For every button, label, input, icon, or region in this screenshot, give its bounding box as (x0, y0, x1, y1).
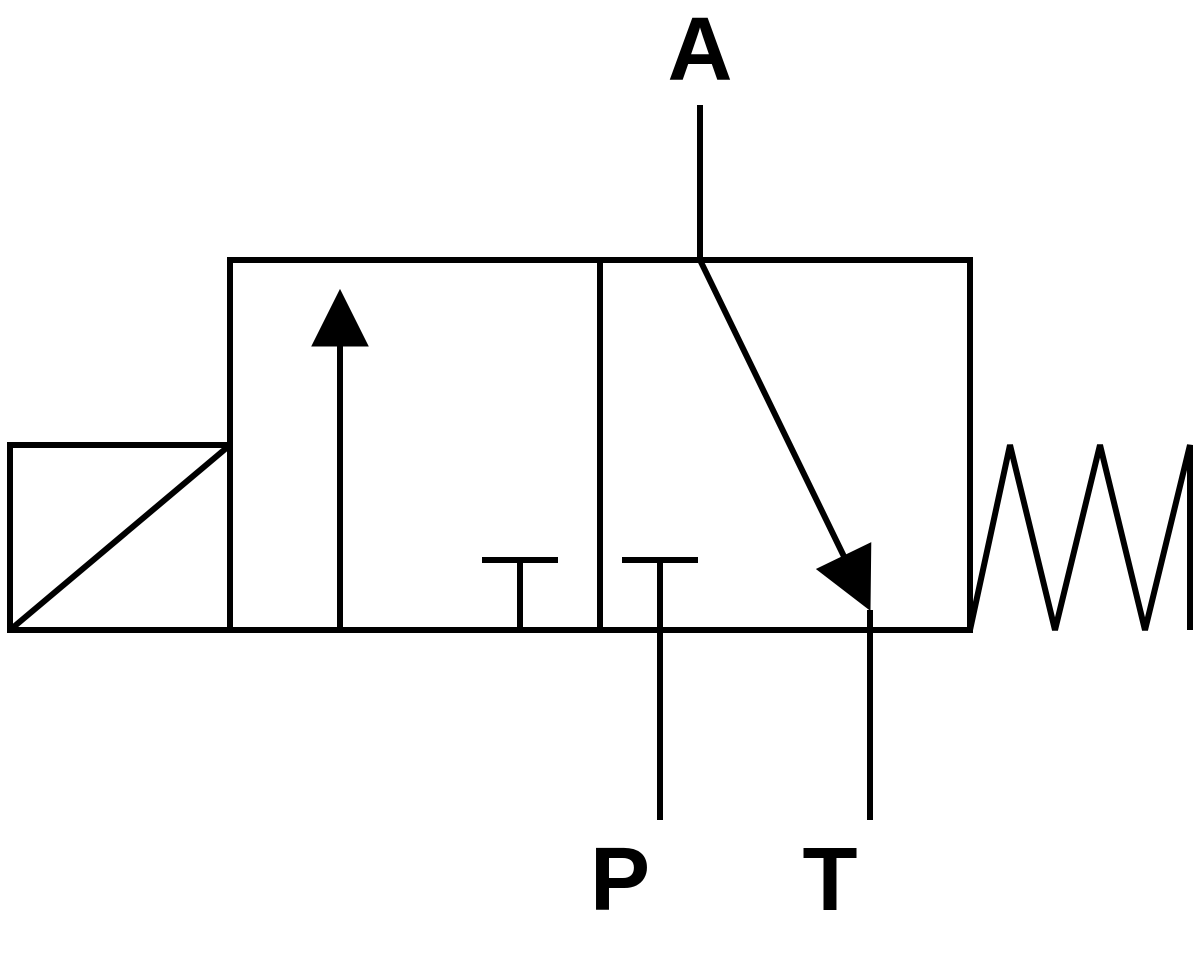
flow-arrow-up-head (312, 290, 368, 346)
flow-arrow-diag-shaft (700, 260, 857, 583)
port-t-label: T (803, 830, 858, 930)
solenoid-diagonal (10, 445, 230, 630)
valve-diagram: A P T (0, 0, 1200, 957)
port-p-label: P (590, 830, 650, 930)
return-spring (970, 445, 1190, 630)
port-a-label: A (668, 0, 733, 100)
